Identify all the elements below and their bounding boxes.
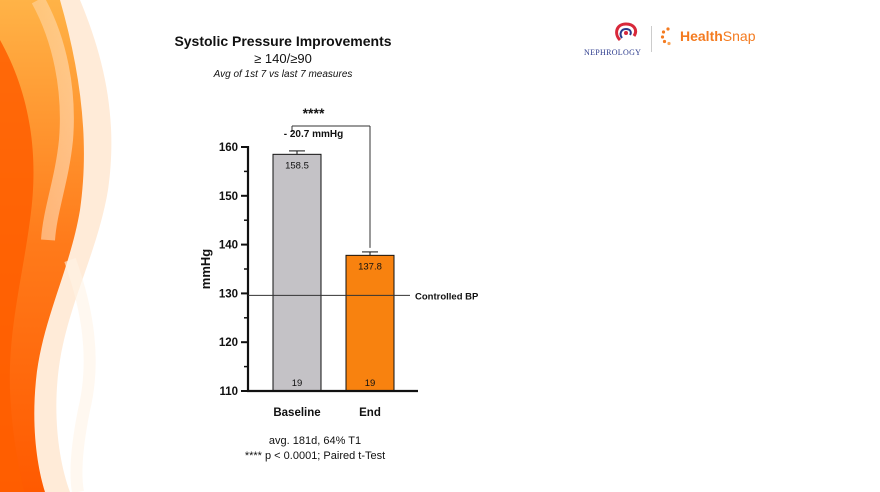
bar-value-label: 158.5	[285, 160, 309, 171]
chart-note: Avg of 1st 7 vs last 7 measures	[213, 69, 353, 80]
footnote: avg. 181d, 64% T1 **** p < 0.0001; Paire…	[200, 434, 430, 464]
chart-title: Systolic Pressure Improvements	[174, 33, 392, 49]
bar	[272, 153, 322, 392]
healthsnap-logo-text-snap: Snap	[722, 28, 756, 44]
healthsnap-logo-text: HealthSnap	[680, 28, 756, 44]
nephrology-logo-text: NEPHROLOGY	[584, 48, 642, 57]
x-category-label: Baseline	[273, 407, 320, 419]
footnote-duration: avg. 181d, 64% T1	[268, 435, 362, 447]
bar	[345, 254, 395, 392]
healthsnap-logo-text-health: Health	[680, 28, 723, 44]
bar-chart: mmHg 110 120 130 140 150 160 158.5 19 Baseline 137…	[198, 105, 479, 419]
bar-n-label: 19	[365, 378, 376, 389]
logo-area: NEPHROLOGY HealthSnap	[584, 20, 774, 62]
y-tick-label: 160	[219, 142, 238, 154]
y-axis-label: mmHg	[198, 249, 213, 290]
healthsnap-logo-icon	[660, 27, 671, 46]
bar-value-label: 137.8	[358, 261, 382, 272]
y-tick-label: 110	[219, 386, 238, 398]
footnote-significance: **** p < 0.0001; Paired t-Test	[244, 450, 386, 462]
significance-stars: ****	[303, 105, 325, 121]
nephrology-logo-icon	[615, 22, 638, 42]
significance-difference-label: - 20.7 mmHg	[284, 129, 343, 140]
y-tick-label: 140	[219, 240, 238, 252]
logo-divider	[651, 26, 652, 52]
reference-line-label: Controlled BP	[415, 291, 479, 302]
x-category-label: End	[359, 407, 381, 419]
bar-n-label: 19	[292, 378, 303, 389]
chart-subtitle: ≥ 140/≥90	[254, 51, 312, 66]
y-tick-label: 120	[219, 337, 238, 349]
y-tick-label: 130	[219, 288, 238, 300]
y-tick-label: 150	[219, 191, 238, 203]
